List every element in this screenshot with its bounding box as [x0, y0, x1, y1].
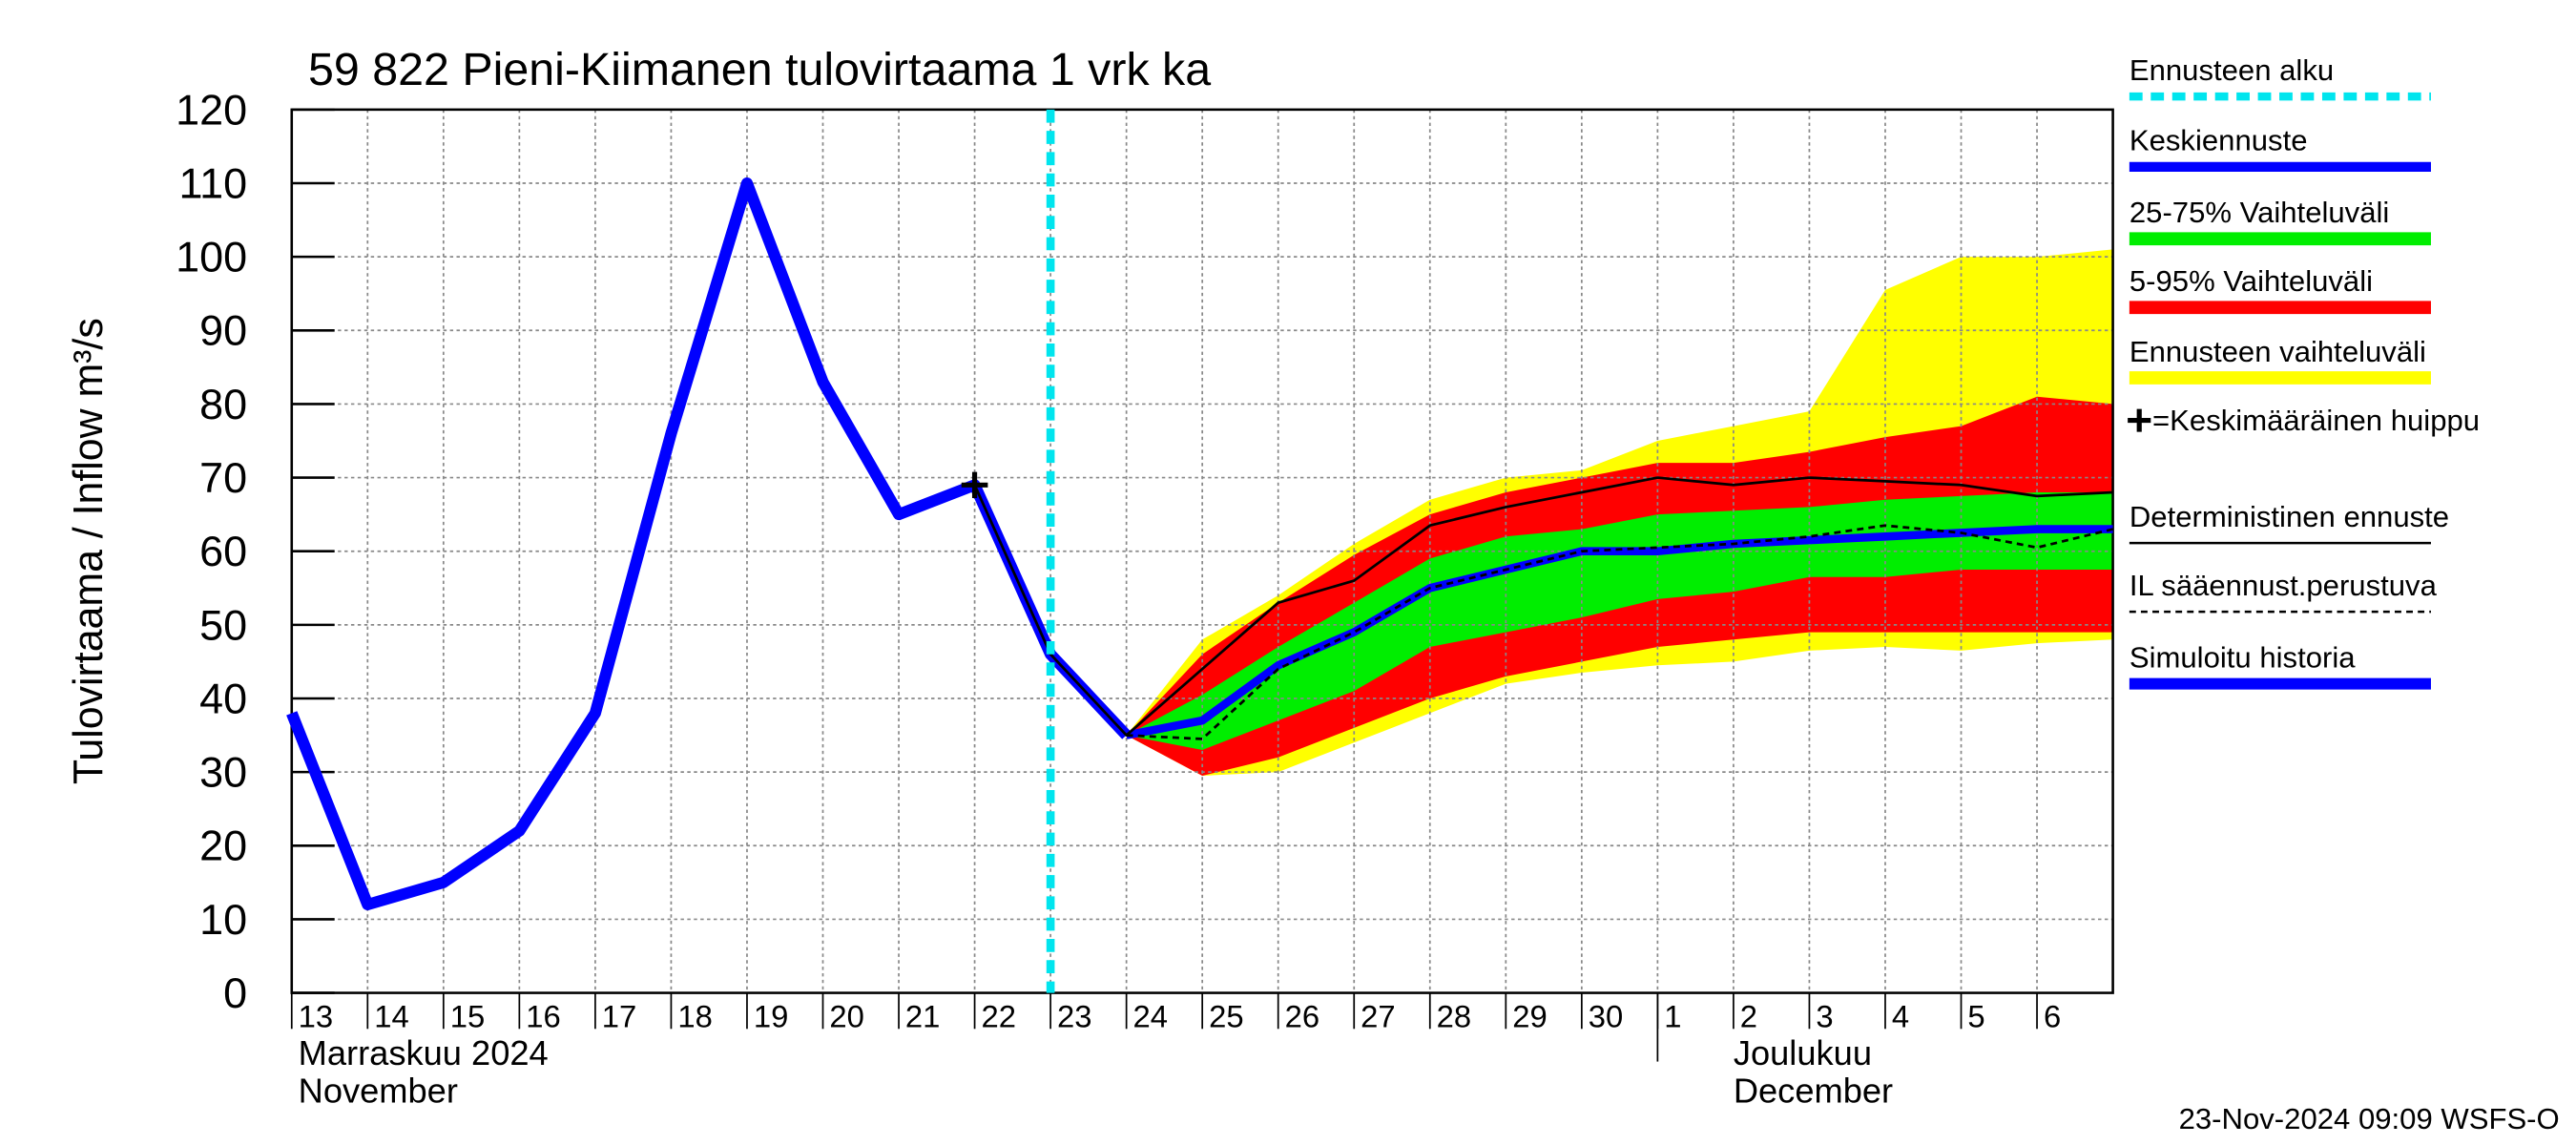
x-tick-label: 27 [1361, 999, 1395, 1034]
y-tick-label: 60 [199, 528, 247, 575]
legend-label: Keskiennuste [2129, 124, 2308, 157]
x-tick-label: 24 [1133, 999, 1168, 1034]
y-tick-label: 90 [199, 307, 247, 355]
x-tick-label: 1 [1664, 999, 1681, 1034]
series-line [1125, 525, 2113, 739]
y-tick-label: 40 [199, 676, 247, 723]
y-tick-label: 10 [199, 896, 247, 944]
x-tick-label: 19 [754, 999, 788, 1034]
legend-label: =Keskimääräinen huippu [2152, 404, 2480, 437]
x-tick-label: 14 [374, 999, 408, 1034]
legend-label: IL sääennust.perustuva [2129, 569, 2438, 602]
x-tick-label: 17 [602, 999, 636, 1034]
y-tick-label: 100 [176, 234, 247, 281]
x-tick-label: 26 [1285, 999, 1319, 1034]
x-tick-label: 16 [526, 999, 560, 1034]
x-tick-label: 29 [1512, 999, 1547, 1034]
legend-label: 25-75% Vaihteluväli [2129, 196, 2389, 229]
y-tick-label: 110 [179, 160, 248, 208]
series-line [1126, 524, 2113, 740]
x-tick-label: 4 [1892, 999, 1909, 1034]
legend-label: Simuloitu historia [2129, 641, 2356, 675]
y-tick-label: 70 [199, 454, 247, 502]
y-tick-label: 30 [199, 749, 247, 797]
month-label: November [299, 1072, 458, 1111]
x-tick-label: 22 [981, 999, 1015, 1034]
band [1126, 492, 2113, 750]
y-tick-label: 0 [223, 969, 247, 1017]
x-tick-label: 30 [1589, 999, 1623, 1034]
month-label: Marraskuu 2024 [299, 1033, 549, 1072]
x-tick-label: 5 [1967, 999, 1984, 1034]
y-tick-label: 120 [176, 86, 247, 134]
x-tick-label: 2 [1740, 999, 1757, 1034]
month-label: Joulukuu [1734, 1033, 1872, 1072]
y-tick-label: 20 [199, 822, 247, 870]
x-tick-label: 21 [905, 999, 940, 1034]
x-tick-label: 15 [450, 999, 485, 1034]
legend-label: Deterministinen ennuste [2129, 500, 2449, 533]
x-tick-label: 18 [677, 999, 712, 1034]
peak-marker [961, 471, 988, 498]
x-tick-label: 13 [299, 999, 333, 1034]
footer: 23-Nov-2024 09:09 WSFS-O [2179, 1102, 2560, 1135]
legend-label: 5-95% Vaihteluväli [2129, 264, 2373, 298]
legend-symbol [2128, 408, 2151, 432]
series-line [973, 476, 2113, 737]
y-tick-label: 50 [199, 601, 247, 649]
y-tick-label: 80 [199, 381, 247, 428]
x-tick-label: 3 [1816, 999, 1833, 1034]
x-tick-label: 28 [1437, 999, 1471, 1034]
plot-frame [290, 108, 2114, 994]
chart-title: 59 822 Pieni-Kiimanen tulovirtaama 1 vrk… [308, 44, 1211, 95]
x-tick-label: 23 [1057, 999, 1091, 1034]
x-tick-label: 6 [2044, 999, 2061, 1034]
legend-label: Ennusteen vaihteluväli [2129, 335, 2426, 368]
x-tick-label: 25 [1209, 999, 1243, 1034]
legend-label: Ennusteen alku [2129, 53, 2334, 87]
month-label: December [1734, 1072, 1893, 1111]
y-axis-label: Tulovirtaama / Inflow m³/s [66, 318, 112, 784]
x-tick-label: 20 [829, 999, 863, 1034]
